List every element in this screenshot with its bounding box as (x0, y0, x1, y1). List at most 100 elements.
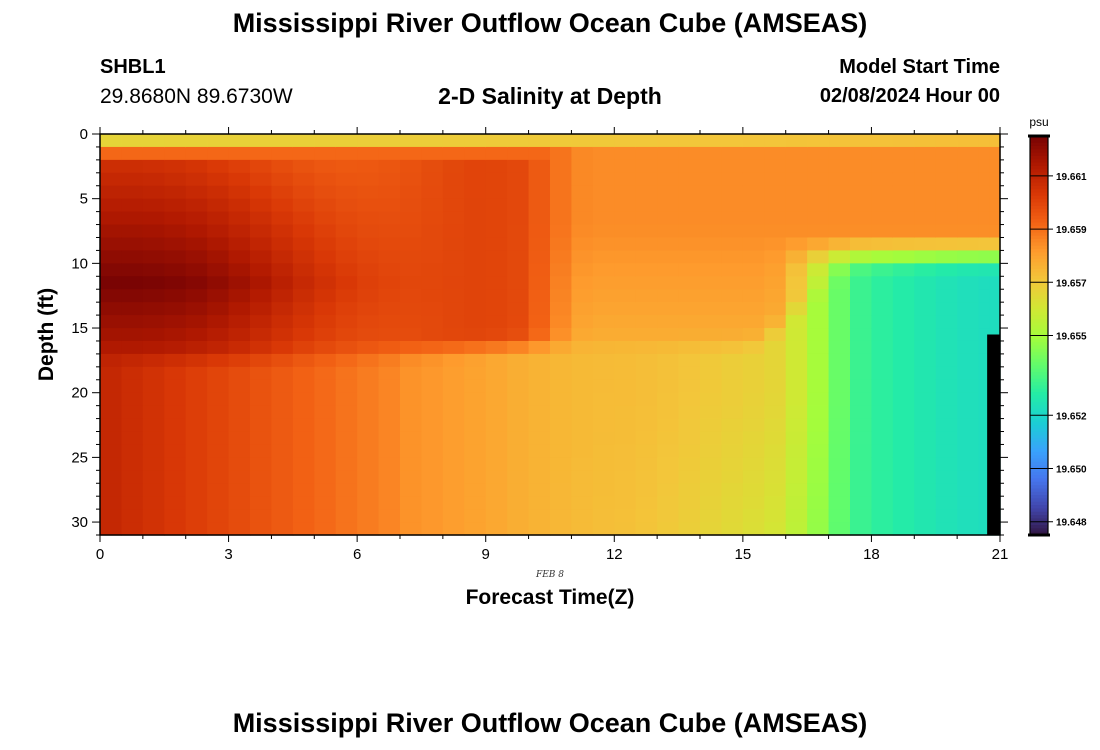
heatmap-cell (207, 185, 230, 200)
heatmap-cell (828, 366, 851, 381)
heatmap-cell (892, 431, 915, 446)
heatmap-cell (507, 302, 530, 316)
heatmap-cell (721, 483, 744, 497)
heatmap-cell (614, 198, 637, 213)
heatmap-cell (614, 431, 637, 446)
heatmap-cell (228, 185, 251, 200)
heatmap-cell (185, 418, 208, 433)
heatmap-cell (507, 211, 530, 226)
heatmap-cell (142, 431, 165, 446)
heatmap-cell (700, 496, 723, 510)
heatmap-cell (700, 289, 723, 303)
heatmap-cell (271, 211, 294, 226)
heatmap-cell (421, 379, 444, 394)
y-tick-label: 10 (71, 255, 88, 272)
colorbar-segment (1030, 372, 1048, 377)
colorbar-segment (1030, 388, 1048, 393)
colorbar-segment (1030, 262, 1048, 267)
heatmap-cell (507, 172, 530, 187)
heatmap-cell (850, 263, 873, 277)
heatmap-cell (442, 146, 465, 161)
heatmap-cell (271, 509, 294, 523)
heatmap-cell (100, 457, 123, 471)
heatmap-cell (892, 134, 915, 148)
heatmap-cell (914, 250, 937, 264)
heatmap-cell (914, 159, 937, 174)
heatmap-cell (914, 224, 937, 239)
heatmap-cell (828, 224, 851, 239)
heatmap-cell (657, 379, 680, 394)
heatmap-cell (228, 379, 251, 394)
heatmap-cell (335, 509, 358, 523)
heatmap-cell (700, 418, 723, 433)
heatmap-cell (314, 250, 337, 264)
colorbar-segment (1030, 468, 1048, 473)
heatmap-cell (100, 289, 123, 303)
heatmap-cell (850, 457, 873, 471)
station-id: SHBL1 (100, 56, 166, 78)
heatmap-cell (635, 340, 658, 355)
heatmap-cell (807, 159, 830, 174)
heatmap-cell (635, 224, 658, 239)
colorbar-segment (1030, 445, 1048, 450)
heatmap-cell (121, 172, 144, 187)
heatmap-cell (657, 366, 680, 381)
heatmap-cell (871, 431, 894, 446)
heatmap-cell (657, 509, 680, 523)
heatmap-cell (485, 457, 508, 471)
heatmap-cell (357, 444, 380, 458)
heatmap-cell (700, 392, 723, 407)
heatmap-cell (807, 496, 830, 510)
heatmap-cell (871, 470, 894, 484)
heatmap-cell (871, 444, 894, 458)
heatmap-cell (100, 405, 123, 420)
heatmap-cell (271, 134, 294, 148)
heatmap-cell (828, 172, 851, 187)
heatmap-cell (485, 172, 508, 187)
heatmap-cell (571, 470, 594, 484)
heatmap-cell (828, 405, 851, 420)
heatmap-cell (721, 146, 744, 161)
heatmap-cell (528, 211, 551, 226)
heatmap-cell (850, 224, 873, 239)
heatmap-cell (142, 353, 165, 368)
heatmap-cell (742, 470, 765, 484)
heatmap-cell (721, 444, 744, 458)
heatmap-cell (164, 237, 187, 252)
heatmap-cell (850, 379, 873, 394)
heatmap-cell (935, 353, 958, 368)
heatmap-cell (378, 470, 401, 484)
heatmap-cell (121, 211, 144, 226)
heatmap-cell (678, 444, 701, 458)
heatmap-cell (378, 366, 401, 381)
colorbar-unit: psu (1029, 115, 1048, 129)
heatmap-cell (871, 483, 894, 497)
heatmap-cell (442, 289, 465, 303)
heatmap-cell (635, 457, 658, 471)
heatmap-cell (185, 328, 208, 342)
colorbar-segment (1030, 485, 1048, 490)
heatmap-cell (914, 444, 937, 458)
heatmap-cell (678, 496, 701, 510)
heatmap-cell (935, 185, 958, 200)
heatmap-cell (721, 431, 744, 446)
heatmap-cell (850, 315, 873, 329)
heatmap-cell (528, 366, 551, 381)
heatmap-cell (678, 353, 701, 368)
heatmap-cell (121, 379, 144, 394)
colorbar-segment (1030, 431, 1048, 436)
heatmap-cell (914, 211, 937, 226)
heatmap-cell (957, 392, 980, 407)
heatmap-cell (657, 470, 680, 484)
heatmap-cell (378, 392, 401, 407)
heatmap-cell (700, 211, 723, 226)
heatmap-cell (871, 315, 894, 329)
heatmap-cell (657, 444, 680, 458)
heatmap-cell (485, 392, 508, 407)
heatmap-cell (464, 392, 487, 407)
heatmap-cell (464, 509, 487, 523)
heatmap-cell (485, 470, 508, 484)
heatmap-cell (464, 198, 487, 213)
heatmap-cell (678, 431, 701, 446)
heatmap-cell (678, 134, 701, 148)
